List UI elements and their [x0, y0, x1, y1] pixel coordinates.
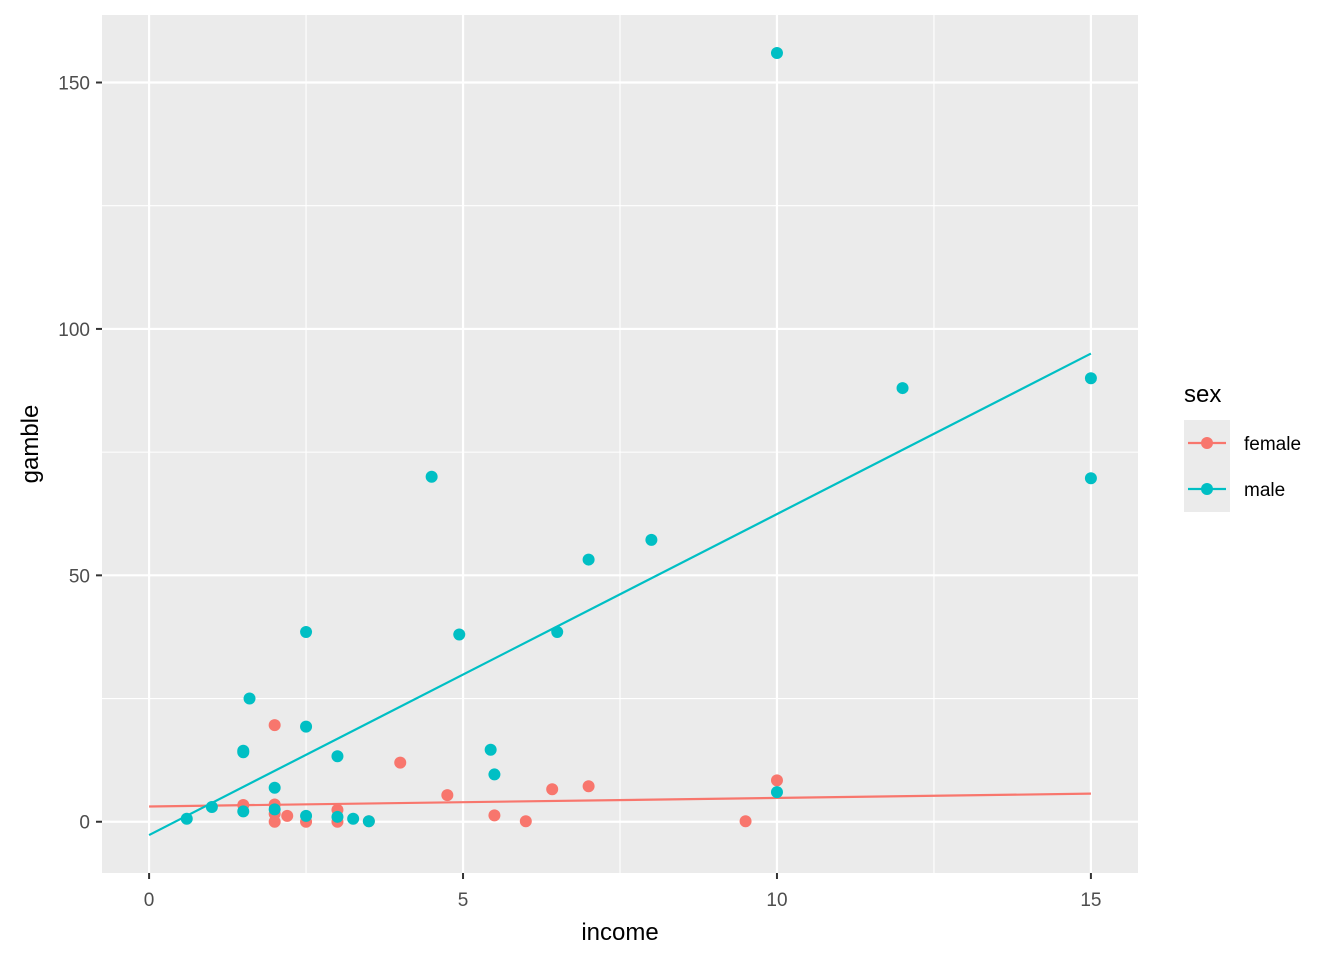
male-data-point: [453, 628, 466, 641]
legend-keys: female male: [1184, 420, 1301, 512]
x-tick-label: 5: [458, 890, 469, 911]
x-tick-label: 0: [144, 890, 155, 911]
male-legend-label: male: [1244, 480, 1285, 501]
male-data-point: [425, 470, 438, 483]
legend: sex female male: [1184, 381, 1301, 512]
female-data-point: [281, 809, 294, 822]
male-data-point: [896, 382, 909, 395]
male-data-point: [180, 812, 193, 825]
female-data-point: [488, 809, 501, 822]
female-legend-label: female: [1244, 434, 1301, 455]
male-data-point: [268, 781, 281, 794]
female-data-point: [770, 774, 783, 787]
y-tick-label: 50: [69, 566, 90, 587]
female-legend-marker: [1201, 437, 1213, 449]
female-data-point: [394, 756, 407, 769]
y-tick-label: 150: [58, 74, 90, 95]
x-axis-title: income: [581, 919, 658, 946]
male-data-point: [237, 746, 250, 759]
male-fit-line: [148, 352, 1092, 837]
minor-gridlines: [102, 15, 1138, 873]
male-data-point: [300, 626, 313, 639]
male-data-point: [582, 553, 595, 566]
y-axis-title: gamble: [17, 405, 44, 484]
x-tick-label: 10: [766, 890, 787, 911]
x-tick-label: 15: [1080, 890, 1101, 911]
female-data-point: [268, 719, 281, 732]
male-data-point: [488, 768, 501, 781]
male-data-point: [268, 803, 281, 816]
x-tick-labels: 0 5 10 15: [144, 890, 1102, 911]
male-data-point: [300, 809, 313, 822]
data-points: [180, 46, 1097, 828]
y-tick-label: 0: [79, 813, 90, 834]
male-data-point: [243, 692, 256, 705]
male-data-point: [770, 786, 783, 799]
female-data-point: [519, 815, 532, 828]
female-fit-line: [149, 792, 1091, 808]
male-data-point: [362, 815, 375, 828]
male-legend-marker: [1201, 483, 1213, 495]
male-data-point: [484, 743, 497, 756]
male-data-point: [645, 533, 658, 546]
male-data-point: [331, 810, 344, 823]
male-data-point: [551, 626, 564, 639]
legend-title: sex: [1184, 381, 1221, 408]
axis-ticks: [96, 81, 1092, 879]
female-data-point: [546, 783, 559, 796]
male-data-point: [300, 720, 313, 733]
y-tick-label: 100: [58, 320, 90, 341]
male-data-point: [1084, 472, 1097, 485]
male-data-point: [770, 46, 783, 59]
female-data-point: [441, 789, 454, 802]
male-data-point: [1084, 372, 1097, 385]
female-data-point: [582, 780, 595, 793]
y-tick-labels: 0 50 100 150: [58, 74, 90, 834]
male-data-point: [331, 750, 344, 763]
regression-lines: [148, 352, 1092, 837]
male-data-point: [205, 800, 218, 813]
female-data-point: [739, 815, 752, 828]
male-data-point: [237, 805, 250, 818]
male-data-point: [347, 812, 360, 825]
